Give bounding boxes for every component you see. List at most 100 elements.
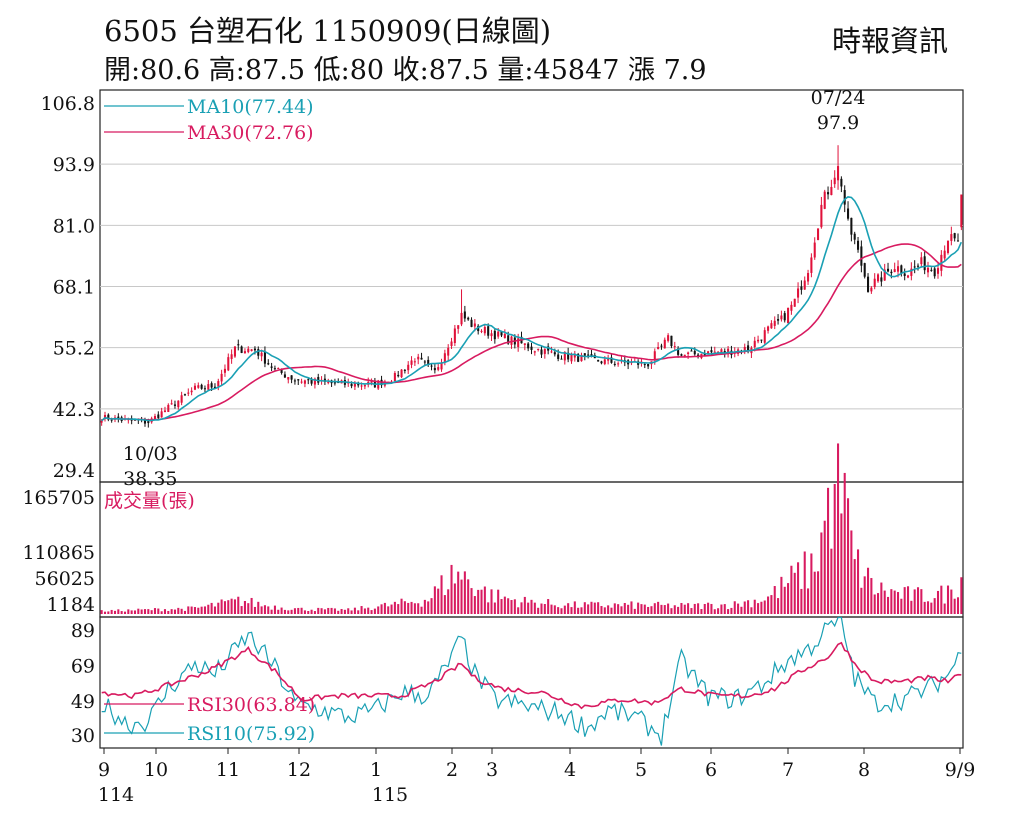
candle-body (797, 288, 800, 298)
volume-bar (860, 587, 863, 614)
candle-body (110, 419, 113, 421)
candle-body (900, 265, 903, 274)
candle-body (613, 363, 616, 365)
candle-body (683, 354, 686, 357)
volume-bar (190, 606, 193, 614)
volume-bar (810, 553, 813, 614)
candle-body (543, 349, 546, 354)
volume-bar (936, 590, 940, 614)
volume-bar (690, 608, 693, 614)
candle-body (713, 351, 716, 353)
volume-bar (783, 586, 786, 614)
candle-body (673, 346, 676, 348)
volume-bar (230, 598, 233, 614)
candle-body (880, 277, 883, 282)
x-tick-label: 10 (144, 759, 168, 781)
volume-bar (807, 588, 810, 614)
volume-bar (673, 605, 676, 614)
candle-body (607, 358, 610, 361)
volume-bar (473, 596, 476, 614)
candle-body (950, 234, 953, 241)
volume-bar (833, 484, 836, 614)
candle-body (363, 385, 366, 387)
candle-body (293, 380, 296, 382)
volume-bar (880, 582, 883, 614)
volume-bar (500, 599, 503, 614)
volume-bar (953, 598, 956, 614)
volume-bar (383, 602, 386, 614)
volume-bar (370, 610, 373, 614)
volume-bar (107, 611, 110, 614)
price-tick-label: 29.4 (53, 460, 95, 482)
volume-bar (633, 608, 636, 614)
candle-body (397, 374, 400, 377)
candle-body (410, 360, 413, 365)
volume-bar (723, 604, 726, 614)
candle-body (867, 276, 870, 292)
volume-bar (427, 601, 430, 614)
candle-body (470, 319, 473, 327)
candle-body (227, 357, 230, 371)
candle-body (916, 265, 920, 267)
volume-bar (763, 600, 766, 614)
candle-body (240, 346, 243, 353)
ma10-line (101, 196, 963, 422)
volume-bar (583, 602, 586, 614)
candle-body (327, 382, 330, 384)
volume-bar (450, 564, 453, 614)
volume-bar (523, 596, 526, 614)
volume-bar (243, 600, 246, 614)
candle-body (540, 349, 543, 355)
volume-bar (410, 601, 413, 614)
volume-bar (217, 602, 220, 614)
candle-body (886, 268, 890, 272)
x-year-label: 115 (372, 784, 408, 806)
volume-bar (747, 600, 750, 614)
candle-body (783, 313, 786, 321)
volume-bar (467, 579, 470, 614)
volume-bar (210, 602, 213, 614)
candle-body (487, 326, 490, 336)
volume-bar (110, 609, 113, 614)
high-annotation-date: 07/24 (811, 87, 866, 109)
candle-body (217, 381, 220, 387)
volume-bar (203, 606, 206, 614)
candle-body (147, 420, 150, 424)
volume-bar (393, 601, 396, 614)
volume-bar (870, 578, 873, 614)
volume-bar (140, 609, 143, 614)
volume-bar (487, 602, 490, 614)
volume-bar (403, 601, 406, 614)
volume-bar (637, 602, 640, 614)
candle-body (463, 311, 466, 319)
volume-bar (820, 532, 823, 614)
volume-bar (163, 609, 167, 614)
volume-bar (617, 604, 620, 614)
volume-bar (847, 498, 850, 614)
volume-bar (817, 571, 820, 614)
volume-bar (113, 610, 117, 614)
candle-body (220, 373, 223, 382)
volume-bar (670, 608, 673, 614)
volume-bar (627, 604, 630, 614)
candle-body (350, 383, 353, 387)
volume-bar (823, 520, 826, 614)
candle-body (260, 352, 263, 357)
candle-body (503, 333, 506, 339)
candle-body (173, 404, 177, 406)
volume-bar (663, 605, 666, 614)
candle-body (270, 366, 273, 368)
volume-bar (700, 609, 703, 614)
candle-body (237, 344, 240, 346)
volume-panel-frame (99, 481, 964, 618)
volume-bar (247, 603, 250, 614)
volume-bar (857, 549, 860, 614)
volume-bar (623, 602, 626, 614)
volume-bar (840, 513, 843, 614)
volume-bar (603, 607, 606, 614)
volume-bar (533, 602, 536, 614)
candle-body (273, 368, 276, 370)
volume-title: 成交量(張) (104, 490, 195, 512)
volume-bar (447, 589, 450, 614)
